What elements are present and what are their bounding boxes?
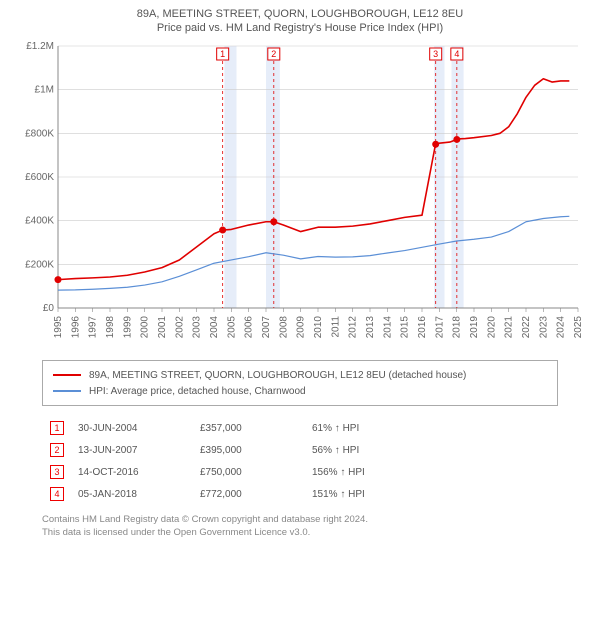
attribution-line-1: Contains HM Land Registry data © Crown c… (42, 514, 558, 527)
svg-text:£1.2M: £1.2M (26, 41, 54, 52)
svg-text:£800K: £800K (25, 128, 54, 139)
svg-text:2: 2 (271, 49, 276, 59)
chart-subtitle: Price paid vs. HM Land Registry's House … (12, 22, 588, 34)
table-row: 3 14-OCT-2016£750,000156% ↑ HPI (44, 462, 371, 482)
svg-text:1995: 1995 (53, 316, 64, 339)
sale-marker-icon: 2 (50, 443, 64, 457)
svg-text:2012: 2012 (348, 316, 359, 339)
svg-text:£600K: £600K (25, 172, 54, 183)
svg-text:2002: 2002 (174, 316, 185, 339)
sale-price: £357,000 (194, 418, 304, 438)
legend-row-hpi: HPI: Average price, detached house, Char… (53, 383, 547, 399)
svg-text:£400K: £400K (25, 216, 54, 227)
svg-text:2011: 2011 (330, 316, 341, 338)
svg-text:2004: 2004 (209, 316, 220, 339)
svg-text:2001: 2001 (157, 316, 168, 339)
svg-text:2010: 2010 (313, 316, 324, 339)
svg-text:2018: 2018 (452, 316, 463, 339)
table-row: 2 13-JUN-2007£395,00056% ↑ HPI (44, 440, 371, 460)
attribution: Contains HM Land Registry data © Crown c… (42, 514, 558, 540)
svg-text:1: 1 (220, 49, 225, 59)
sale-marker-icon: 3 (50, 465, 64, 479)
sale-date: 14-OCT-2016 (72, 462, 192, 482)
chart-area: £0 £200K £400K £600K £800K £1M £1.2M 1995 1996 19… (12, 40, 588, 350)
legend-label-hpi: HPI: Average price, detached house, Char… (89, 386, 306, 397)
table-row: 4 05-JAN-2018£772,000151% ↑ HPI (44, 484, 371, 504)
svg-text:2015: 2015 (400, 316, 411, 339)
sales-table: 1 30-JUN-2004£357,00061% ↑ HPI 2 13-JUN-200… (42, 416, 373, 506)
svg-text:1997: 1997 (88, 316, 99, 339)
sale-vs-hpi: 156% ↑ HPI (306, 462, 371, 482)
sale-marker-icon: 1 (50, 421, 64, 435)
legend-label-price: 89A, MEETING STREET, QUORN, LOUGHBOROUGH… (89, 370, 466, 381)
table-row: 1 30-JUN-2004£357,00061% ↑ HPI (44, 418, 371, 438)
sale-date: 05-JAN-2018 (72, 484, 192, 504)
legend: 89A, MEETING STREET, QUORN, LOUGHBOROUGH… (42, 360, 558, 406)
chart-svg: £0 £200K £400K £600K £800K £1M £1.2M 1995 1996 19… (12, 40, 588, 350)
svg-text:2021: 2021 (504, 316, 515, 339)
svg-text:1996: 1996 (70, 316, 81, 339)
chart-title: 89A, MEETING STREET, QUORN, LOUGHBOROUGH… (12, 8, 588, 20)
svg-text:2006: 2006 (244, 316, 255, 339)
svg-text:2016: 2016 (417, 316, 428, 339)
svg-text:1999: 1999 (122, 316, 133, 339)
svg-text:2023: 2023 (538, 316, 549, 339)
svg-text:2008: 2008 (278, 316, 289, 339)
svg-text:2020: 2020 (486, 316, 497, 339)
svg-text:2017: 2017 (434, 316, 445, 339)
svg-text:2009: 2009 (296, 316, 307, 339)
svg-text:2024: 2024 (556, 316, 567, 339)
sale-date: 30-JUN-2004 (72, 418, 192, 438)
svg-text:£1M: £1M (35, 85, 54, 96)
sale-price: £750,000 (194, 462, 304, 482)
svg-text:2019: 2019 (469, 316, 480, 339)
figure-container: 89A, MEETING STREET, QUORN, LOUGHBOROUGH… (0, 0, 600, 548)
svg-text:1998: 1998 (105, 316, 116, 339)
svg-text:2025: 2025 (573, 316, 584, 339)
svg-text:3: 3 (433, 49, 438, 59)
sale-price: £395,000 (194, 440, 304, 460)
svg-text:2022: 2022 (521, 316, 532, 339)
svg-text:4: 4 (454, 49, 459, 59)
svg-text:2014: 2014 (382, 316, 393, 339)
svg-text:2000: 2000 (140, 316, 151, 339)
legend-swatch-price (53, 374, 81, 376)
attribution-line-2: This data is licensed under the Open Gov… (42, 527, 558, 540)
svg-text:2013: 2013 (365, 316, 376, 339)
sale-marker-icon: 4 (50, 487, 64, 501)
sale-vs-hpi: 61% ↑ HPI (306, 418, 371, 438)
sale-price: £772,000 (194, 484, 304, 504)
svg-text:2007: 2007 (261, 316, 272, 339)
svg-text:£0: £0 (43, 303, 55, 314)
legend-swatch-hpi (53, 390, 81, 392)
sale-date: 13-JUN-2007 (72, 440, 192, 460)
sale-vs-hpi: 56% ↑ HPI (306, 440, 371, 460)
svg-text:2005: 2005 (226, 316, 237, 339)
sale-vs-hpi: 151% ↑ HPI (306, 484, 371, 504)
legend-row-price: 89A, MEETING STREET, QUORN, LOUGHBOROUGH… (53, 367, 547, 383)
svg-text:£200K: £200K (25, 259, 54, 270)
svg-text:2003: 2003 (192, 316, 203, 339)
